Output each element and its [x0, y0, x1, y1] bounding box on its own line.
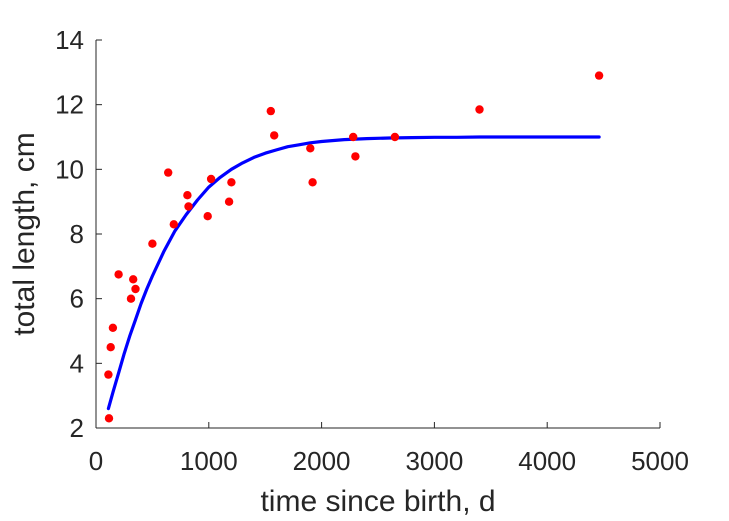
data-point	[349, 132, 358, 142]
data-point	[129, 275, 138, 284]
data-points	[104, 71, 604, 423]
data-point	[114, 270, 123, 279]
data-point	[108, 323, 118, 332]
data-point	[104, 370, 113, 379]
y-tick-label: 8	[70, 219, 84, 249]
y-tick-label: 10	[55, 154, 84, 184]
data-point	[104, 414, 114, 423]
y-tick-label: 2	[70, 413, 84, 443]
data-point	[131, 284, 140, 294]
y-tick-label: 14	[55, 25, 84, 55]
x-tick-label: 1000	[180, 446, 238, 476]
axes	[95, 40, 660, 429]
x-tick-label: 2000	[293, 446, 351, 476]
x-tick-label: 0	[89, 446, 103, 476]
data-point	[475, 105, 484, 114]
data-point	[203, 212, 212, 221]
data-point	[351, 152, 360, 161]
fit-line	[106, 135, 601, 411]
y-ticks: 2 4 6 8 10 12 14	[55, 25, 102, 443]
x-tick-label: 5000	[631, 446, 689, 476]
y-tick-label: 6	[70, 284, 84, 314]
data-point	[106, 343, 115, 352]
data-point	[126, 294, 136, 303]
data-point	[270, 131, 279, 140]
data-point	[169, 220, 178, 229]
y-tick-label: 12	[55, 90, 84, 120]
data-point	[164, 168, 173, 177]
data-point	[266, 106, 275, 116]
data-point	[224, 197, 234, 206]
data-point	[184, 202, 193, 211]
data-point	[306, 144, 315, 153]
y-axis-label: total length, cm	[8, 132, 41, 335]
data-point	[594, 71, 604, 80]
x-ticks: 0 1000 2000 3000 4000 5000	[89, 422, 689, 476]
data-point	[390, 132, 400, 142]
x-axis-label: time since birth, d	[260, 485, 495, 518]
x-tick-label: 4000	[518, 446, 576, 476]
y-tick-label: 4	[70, 348, 84, 378]
data-point	[308, 178, 317, 187]
data-point	[227, 178, 236, 187]
plot-series	[104, 71, 604, 423]
x-tick-label: 3000	[405, 446, 463, 476]
data-point	[183, 191, 192, 200]
data-point	[148, 239, 157, 248]
data-point	[206, 174, 216, 184]
